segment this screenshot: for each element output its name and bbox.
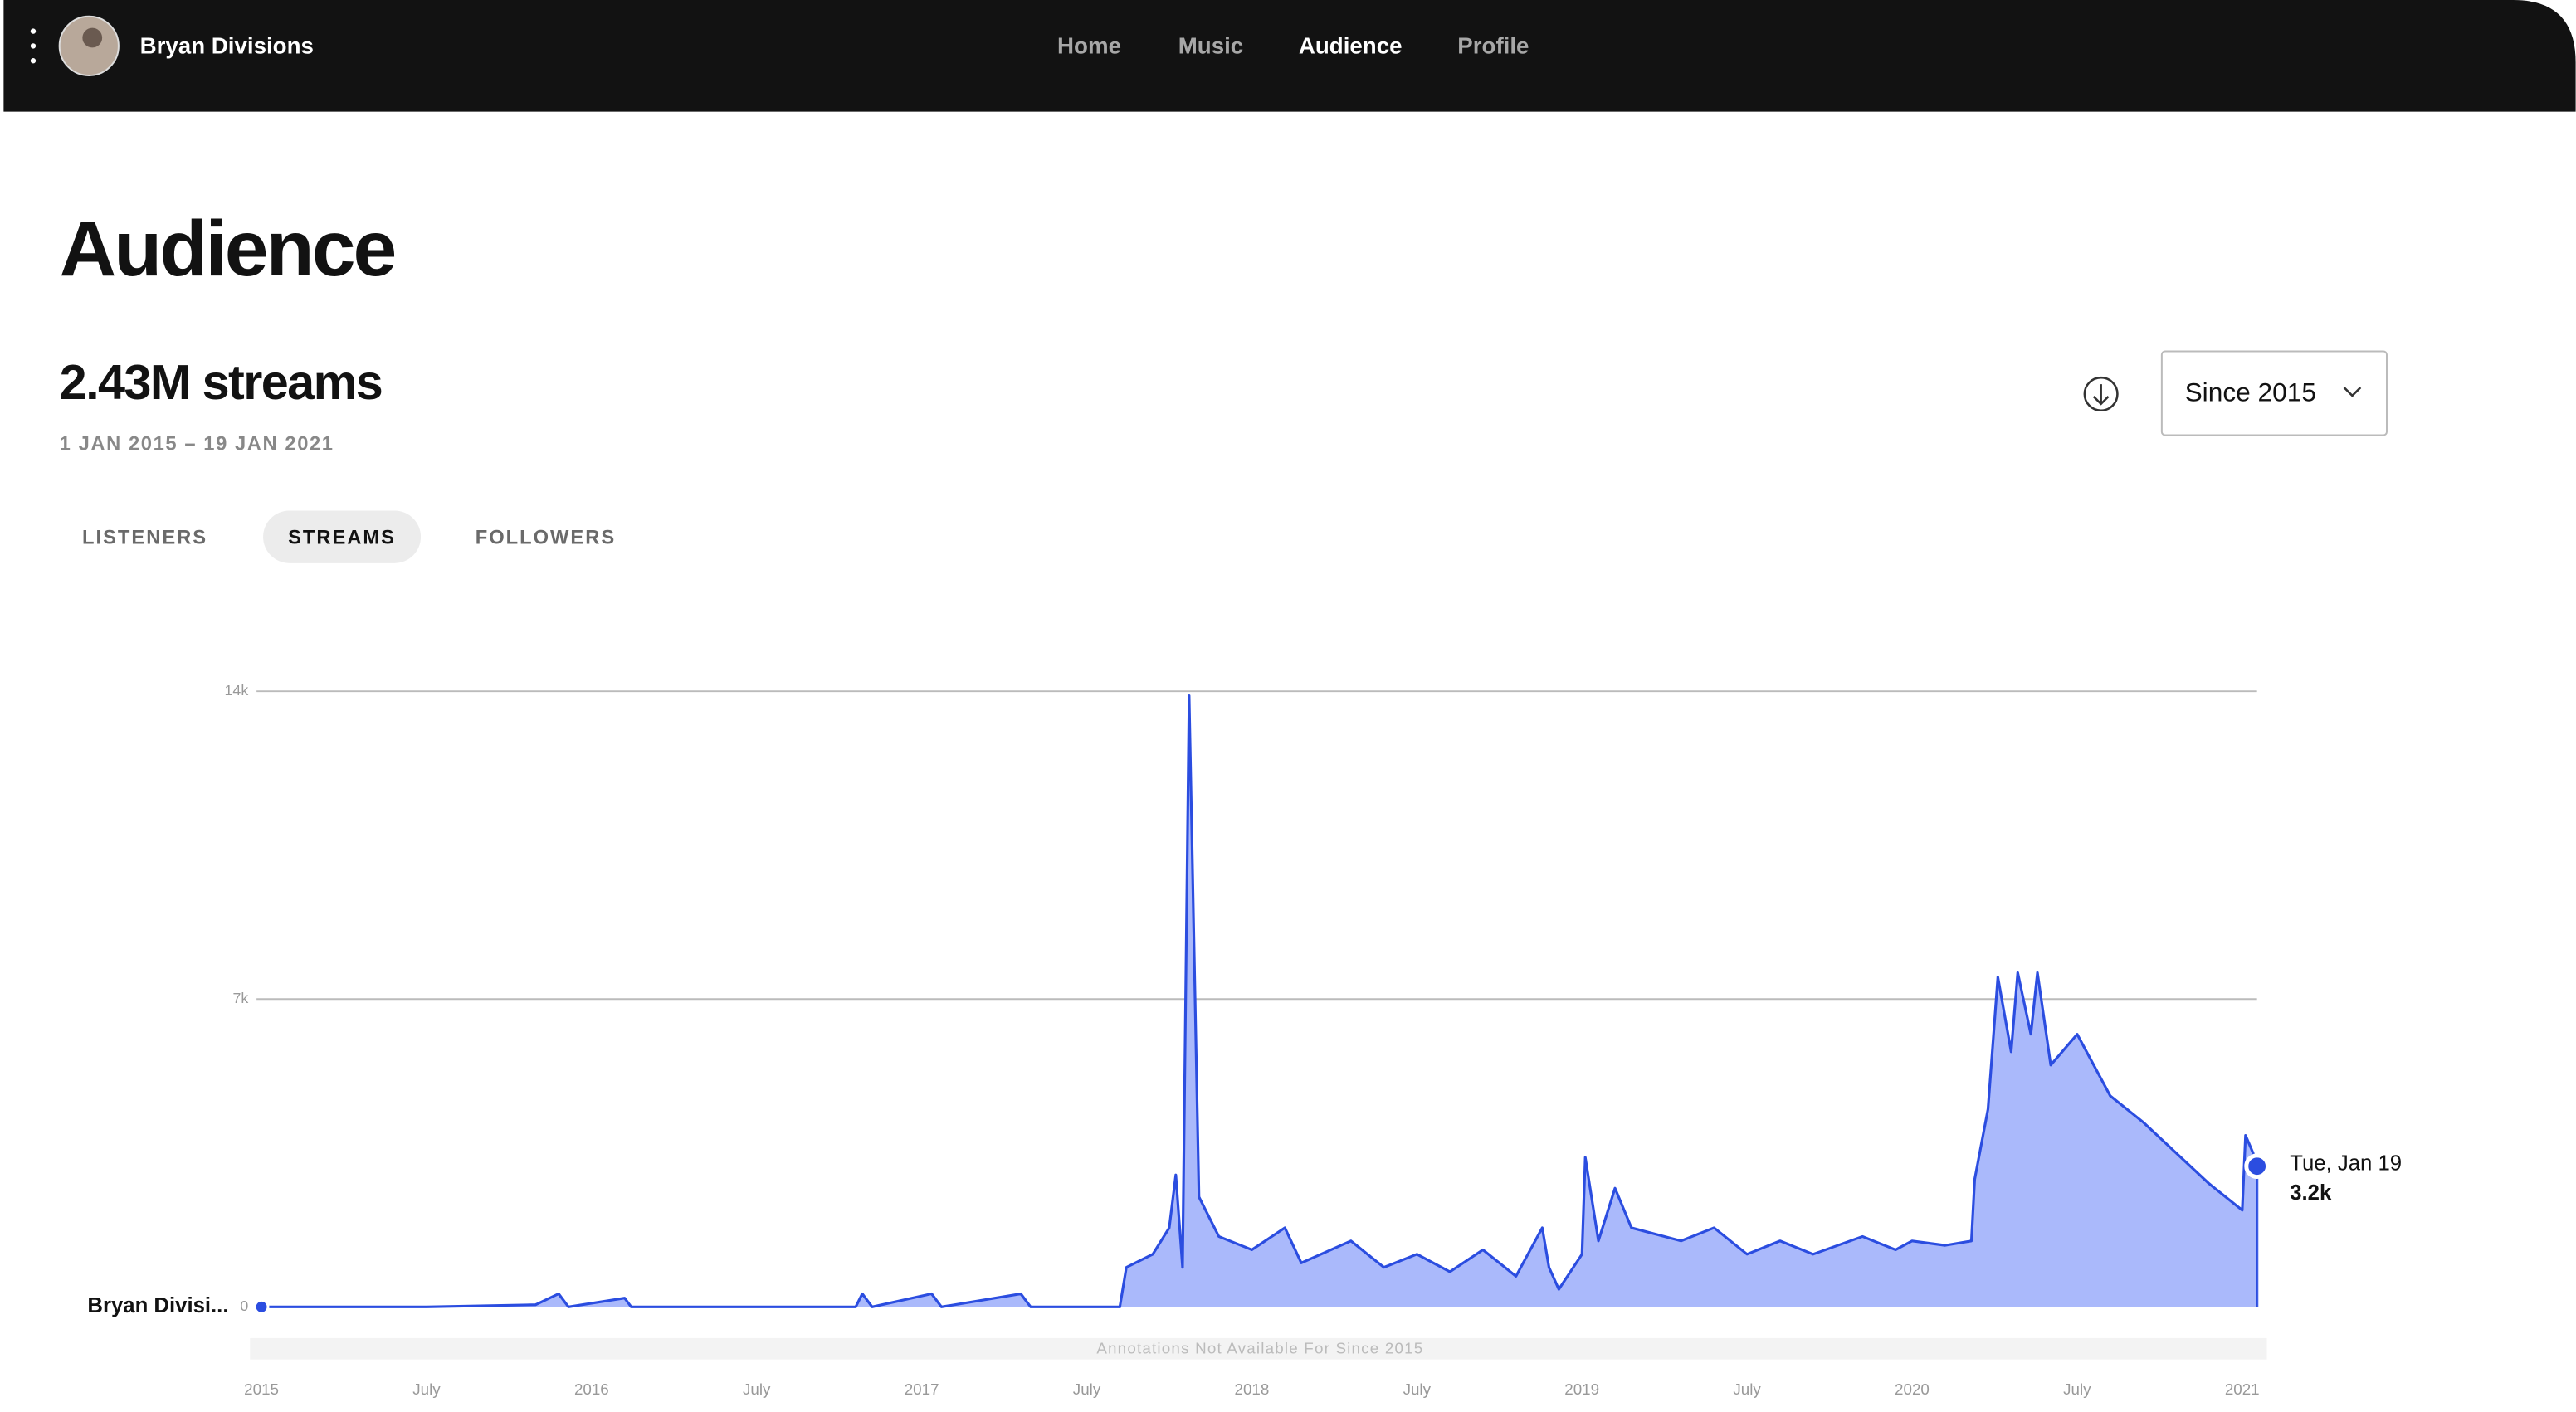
top-bar — [3, 0, 2576, 112]
range-select-label[interactable]: Since 2015 — [2185, 377, 2316, 407]
area — [261, 695, 2259, 1307]
x-tick-label: 2017 — [905, 1380, 939, 1398]
tab-active-bg — [263, 510, 422, 563]
nav-item[interactable]: Home — [1057, 33, 1121, 59]
y-tick-label: 7k — [232, 990, 248, 1006]
nav-item[interactable]: Music — [1178, 33, 1243, 59]
start-dot — [253, 1298, 270, 1315]
x-tick-label: 2021 — [2225, 1380, 2260, 1398]
x-tick-label: July — [1733, 1380, 1761, 1398]
x-tick-label: July — [1403, 1380, 1432, 1398]
series-label: Bryan Divisi... — [87, 1294, 228, 1317]
dropdown-chevron — [2343, 387, 2362, 397]
highlight-dot — [2244, 1153, 2270, 1180]
artist-name[interactable]: Bryan Divisions — [140, 33, 314, 59]
annotation-bar — [250, 1337, 2267, 1360]
x-tick-label: July — [743, 1380, 771, 1398]
x-tick-label: 2016 — [574, 1380, 609, 1398]
tab[interactable]: FOLLOWERS — [476, 527, 616, 548]
highlight-date: Tue, Jan 19 — [2290, 1152, 2402, 1176]
x-tick-label: July — [412, 1380, 441, 1398]
date-range: 1 JAN 2015 – 19 JAN 2021 — [60, 434, 334, 455]
menu-button[interactable] — [30, 28, 37, 64]
total-streams: 2.43M streams — [60, 354, 383, 410]
annotation-note: Annotations Not Available For Since 2015 — [1096, 1340, 1423, 1357]
tab[interactable]: LISTENERS — [82, 527, 207, 548]
x-tick-label: July — [2063, 1380, 2091, 1398]
nav-item[interactable]: Audience — [1299, 33, 1403, 59]
avatar-figure — [82, 27, 103, 48]
x-tick-label: 2019 — [1564, 1380, 1599, 1398]
highlight-value: 3.2k — [2290, 1181, 2332, 1205]
range-select[interactable] — [2160, 350, 2388, 436]
line — [261, 694, 2261, 1308]
x-tick-label: 2018 — [1234, 1380, 1269, 1398]
tab[interactable]: STREAMS — [288, 527, 396, 548]
nav-item[interactable]: Profile — [1457, 33, 1529, 59]
x-tick-label: July — [1073, 1380, 1101, 1398]
y-tick-label: 0 — [240, 1298, 248, 1314]
x-tick-label: 2020 — [1895, 1380, 1930, 1398]
x-tick-label: 2015 — [244, 1380, 279, 1398]
page-title: Audience — [60, 205, 395, 293]
download-button[interactable] — [2083, 376, 2119, 412]
y-tick-label: 14k — [225, 682, 249, 699]
